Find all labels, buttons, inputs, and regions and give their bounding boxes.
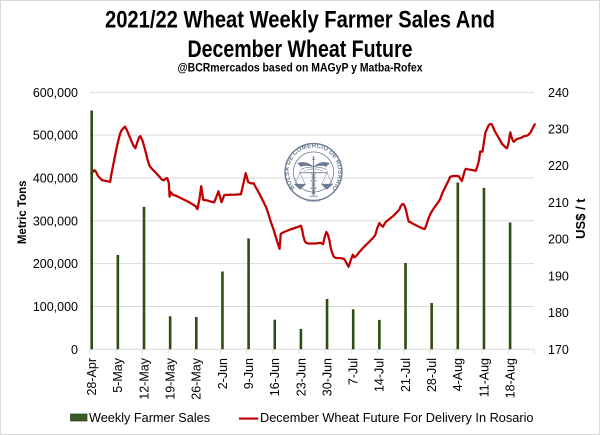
svg-text:16-Jun: 16-Jun [268, 358, 282, 396]
svg-text:26-May: 26-May [190, 357, 204, 399]
svg-text:0: 0 [71, 343, 78, 357]
svg-text:220: 220 [548, 159, 569, 173]
svg-text:19-May: 19-May [164, 357, 178, 399]
svg-text:230: 230 [548, 123, 569, 137]
svg-text:December Wheat Future: December Wheat Future [188, 36, 413, 63]
svg-text:12-May: 12-May [137, 357, 151, 399]
svg-text:240: 240 [548, 86, 569, 100]
svg-text:18-Aug: 18-Aug [504, 358, 518, 398]
svg-text:200,000: 200,000 [33, 257, 78, 271]
svg-text:28-Jul: 28-Jul [425, 358, 439, 392]
svg-text:180: 180 [548, 306, 569, 320]
svg-text:300,000: 300,000 [33, 214, 78, 228]
svg-text:23-Jun: 23-Jun [294, 358, 308, 396]
svg-text:190: 190 [548, 269, 569, 283]
svg-text:9-Jun: 9-Jun [242, 358, 256, 389]
svg-text:December Wheat Future For Deli: December Wheat Future For Delivery In Ro… [260, 410, 534, 425]
svg-text:4-Aug: 4-Aug [451, 358, 465, 391]
svg-text:7-Jul: 7-Jul [347, 358, 361, 385]
svg-text:2021/22 Wheat Weekly Farmer Sa: 2021/22 Wheat Weekly Farmer Sales And [105, 7, 495, 34]
svg-text:5-May: 5-May [111, 357, 125, 392]
svg-text:11-Aug: 11-Aug [477, 358, 491, 397]
svg-text:US$ / t: US$ / t [573, 198, 588, 239]
svg-text:600,000: 600,000 [33, 86, 78, 100]
svg-text:14-Jul: 14-Jul [373, 358, 387, 392]
svg-text:@BCRmercados based on MAGyP y: @BCRmercados based on MAGyP y Matba-Rofe… [178, 61, 423, 75]
svg-text:Weekly Farmer Sales: Weekly Farmer Sales [89, 411, 210, 425]
svg-text:21-Jul: 21-Jul [399, 358, 413, 392]
svg-text:200: 200 [548, 233, 569, 247]
svg-text:28-Apr: 28-Apr [85, 358, 99, 396]
svg-text:2-Jun: 2-Jun [216, 358, 230, 389]
svg-text:170: 170 [548, 343, 569, 357]
svg-text:100,000: 100,000 [33, 300, 78, 314]
svg-text:210: 210 [548, 196, 569, 210]
svg-text:Metric Tons: Metric Tons [17, 180, 29, 244]
svg-text:30-Jun: 30-Jun [320, 358, 334, 396]
svg-text:400,000: 400,000 [33, 172, 78, 186]
svg-text:500,000: 500,000 [33, 129, 78, 143]
